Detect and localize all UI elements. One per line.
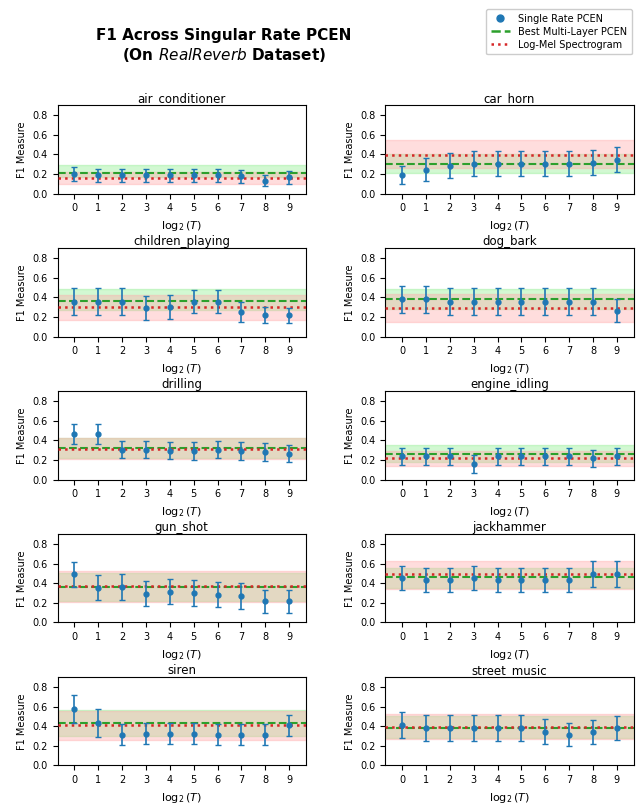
Title: street_music: street_music	[472, 664, 547, 677]
Title: gun_shot: gun_shot	[155, 521, 209, 535]
Bar	[58, 173, 306, 184]
Bar	[58, 570, 306, 602]
Bar	[58, 438, 306, 459]
Y-axis label: F1 Measure: F1 Measure	[345, 264, 355, 321]
Text: F1 Across Singular Rate PCEN: F1 Across Singular Rate PCEN	[96, 28, 352, 44]
Bar	[385, 450, 634, 467]
X-axis label: $\log_2(T)$: $\log_2(T)$	[161, 648, 202, 662]
Title: drilling: drilling	[161, 378, 202, 391]
X-axis label: $\log_2(T)$: $\log_2(T)$	[489, 791, 530, 804]
X-axis label: $\log_2(T)$: $\log_2(T)$	[489, 362, 530, 376]
Y-axis label: F1 Measure: F1 Measure	[345, 407, 355, 463]
Bar	[385, 289, 634, 309]
X-axis label: $\log_2(T)$: $\log_2(T)$	[489, 505, 530, 518]
Y-axis label: F1 Measure: F1 Measure	[17, 264, 27, 321]
Bar	[385, 568, 634, 588]
X-axis label: $\log_2(T)$: $\log_2(T)$	[161, 219, 202, 232]
Bar	[385, 294, 634, 322]
Legend: Single Rate PCEN, Best Multi-Layer PCEN, Log-Mel Spectrogram: Single Rate PCEN, Best Multi-Layer PCEN,…	[486, 9, 632, 54]
Y-axis label: F1 Measure: F1 Measure	[345, 122, 355, 177]
Bar	[58, 573, 306, 601]
Title: air_conditioner: air_conditioner	[138, 92, 226, 105]
Title: engine_idling: engine_idling	[470, 378, 549, 391]
Title: car_horn: car_horn	[484, 92, 535, 105]
Bar	[385, 716, 634, 738]
Title: siren: siren	[167, 664, 196, 677]
Bar	[385, 140, 634, 168]
Y-axis label: F1 Measure: F1 Measure	[17, 407, 27, 463]
Y-axis label: F1 Measure: F1 Measure	[17, 550, 27, 607]
X-axis label: $\log_2(T)$: $\log_2(T)$	[161, 791, 202, 804]
Bar	[58, 296, 306, 320]
Bar	[385, 561, 634, 589]
Title: dog_bark: dog_bark	[482, 235, 537, 249]
Bar	[58, 711, 306, 740]
Bar	[385, 155, 634, 173]
Y-axis label: F1 Measure: F1 Measure	[17, 693, 27, 749]
Title: jackhammer: jackhammer	[472, 521, 547, 535]
Text: (On $\mathit{RealReverb}$ Dataset): (On $\mathit{RealReverb}$ Dataset)	[122, 46, 326, 64]
X-axis label: $\log_2(T)$: $\log_2(T)$	[489, 648, 530, 662]
Bar	[58, 164, 306, 177]
Y-axis label: F1 Measure: F1 Measure	[345, 550, 355, 607]
Bar	[58, 438, 306, 458]
Bar	[385, 445, 634, 463]
Bar	[385, 714, 634, 740]
X-axis label: $\log_2(T)$: $\log_2(T)$	[161, 362, 202, 376]
Bar	[58, 289, 306, 310]
Y-axis label: F1 Measure: F1 Measure	[17, 122, 27, 177]
Title: children_playing: children_playing	[133, 235, 230, 249]
Bar	[58, 710, 306, 735]
Y-axis label: F1 Measure: F1 Measure	[345, 693, 355, 749]
X-axis label: $\log_2(T)$: $\log_2(T)$	[161, 505, 202, 518]
X-axis label: $\log_2(T)$: $\log_2(T)$	[489, 219, 530, 232]
